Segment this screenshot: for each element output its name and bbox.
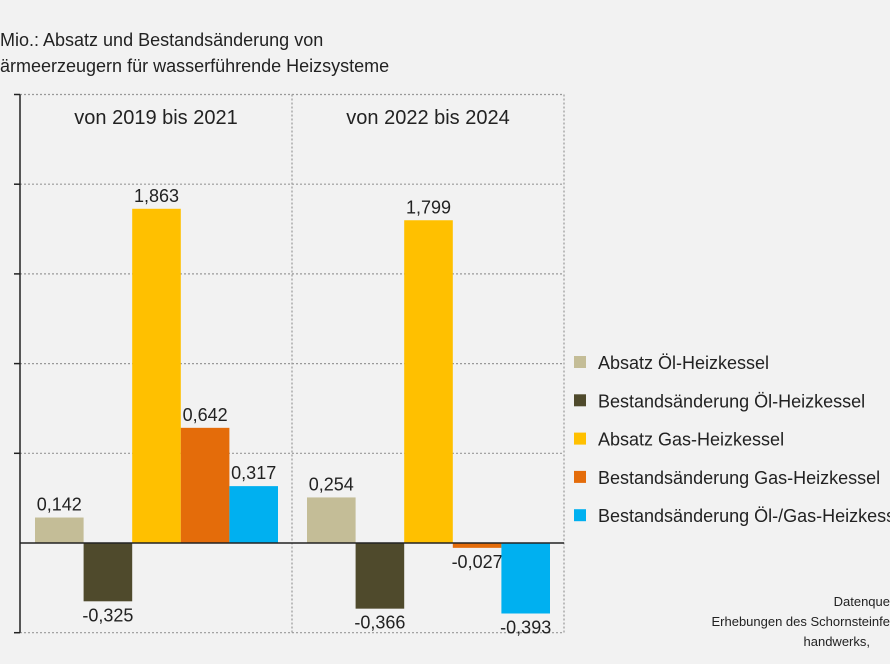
category-label-1: von 2019 bis 2021	[74, 107, 237, 129]
chart-title-line-2: ärmeerzeugern für wasserführende Heizsys…	[0, 56, 389, 76]
bar	[132, 208, 181, 543]
legend-swatch	[574, 470, 586, 483]
source-line-1: Datenque	[834, 594, 890, 609]
data-label: 0,642	[183, 405, 228, 425]
data-label: 1,863	[134, 186, 179, 206]
bar	[452, 543, 502, 548]
data-label: 1,799	[406, 197, 451, 217]
bar	[355, 543, 405, 609]
bar	[35, 517, 84, 543]
source-line-3: handwerks,	[804, 634, 870, 649]
category-label-2: von 2022 bis 2024	[346, 107, 509, 129]
chart-title-line-1: Mio.: Absatz und Bestandsänderung von	[0, 30, 323, 50]
legend-label: Bestandsänderung Gas-Heizkessel	[598, 468, 880, 488]
legend: Absatz Öl-Heizkessel Bestandsänderung Öl-…	[574, 353, 890, 526]
bar	[404, 220, 453, 543]
data-label: 0,254	[309, 474, 354, 494]
data-label: 0,142	[37, 495, 82, 515]
data-label: -0,027	[452, 552, 503, 572]
legend-swatch	[574, 432, 586, 445]
data-label: -0,366	[354, 613, 405, 633]
bar	[180, 427, 230, 543]
data-label: -0,325	[82, 605, 133, 625]
bar	[83, 543, 133, 602]
bar	[229, 486, 278, 543]
bar	[501, 543, 550, 614]
legend-swatch	[574, 394, 586, 407]
legend-swatch	[574, 509, 586, 522]
data-label: 0,317	[231, 463, 276, 483]
legend-label: Bestandsänderung Öl-/Gas-Heizkessel	[598, 506, 890, 526]
legend-label: Absatz Öl-Heizkessel	[598, 353, 769, 373]
source-line-2: Erhebungen des Schornsteinfe	[711, 614, 890, 629]
legend-label: Bestandsänderung Öl-Heizkessel	[598, 391, 865, 411]
data-label: -0,393	[500, 618, 551, 638]
bars: 0,142 -0,325 1,863 0,642 0,317 0,254 -0,366 1,7…	[20, 186, 564, 638]
bar	[307, 497, 356, 543]
legend-swatch	[574, 356, 586, 368]
legend-label: Absatz Gas-Heizkessel	[598, 430, 784, 450]
